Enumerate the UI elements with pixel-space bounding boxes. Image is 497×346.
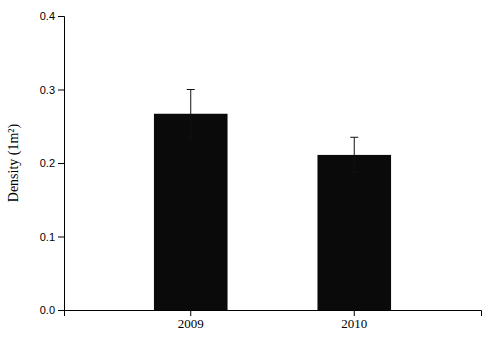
y-tick: 0.1 [40,231,64,243]
y-tick-label: 0.3 [40,84,55,96]
error-bar [350,137,358,172]
y-tick-mark [58,310,64,311]
error-bar-cap [350,172,358,173]
x-axis-line [65,311,482,317]
x-tick-mark [354,310,355,316]
y-axis: 0.0 0.1 0.2 0.3 0.4 [40,10,65,316]
x-tick-label: 2010 [341,316,367,331]
chart-container: 0.0 0.1 0.2 0.3 0.4 2009 2010 Density (1m²) [0,0,497,346]
y-tick-label: 0.1 [40,231,55,243]
x-tick-label: 2009 [178,316,204,331]
y-tick-label: 0.0 [40,304,55,316]
y-axis-line [58,17,65,311]
error-bar-cap [187,138,195,139]
x-axis: 2009 2010 [65,310,482,331]
y-tick-label: 0.2 [40,157,55,169]
x-tick: 2010 [341,310,367,331]
y-tick-mark [58,16,64,17]
error-bar-cap [187,89,195,90]
y-tick-mark [58,237,64,238]
error-bar-stem [354,137,355,172]
y-tick: 0.2 [40,157,64,169]
marks [154,90,391,311]
chart-svg: 0.0 0.1 0.2 0.3 0.4 2009 2010 Density (1m²) [0,0,497,346]
error-bar-cap [350,137,358,138]
y-tick-mark [58,90,64,91]
error-bar [187,90,195,139]
bar [317,155,391,310]
x-tick: 2009 [178,310,204,331]
error-bar-stem [190,90,191,139]
y-tick: 0.0 [40,304,64,316]
y-tick: 0.3 [40,84,64,96]
y-tick-mark [58,163,64,164]
x-tick-mark [190,310,191,316]
y-axis-title: Density (1m²) [6,123,22,202]
y-tick: 0.4 [40,10,64,22]
plot-area: 0.0 0.1 0.2 0.3 0.4 2009 2010 [40,10,482,331]
y-tick-label: 0.4 [40,10,55,22]
bar [154,114,228,310]
